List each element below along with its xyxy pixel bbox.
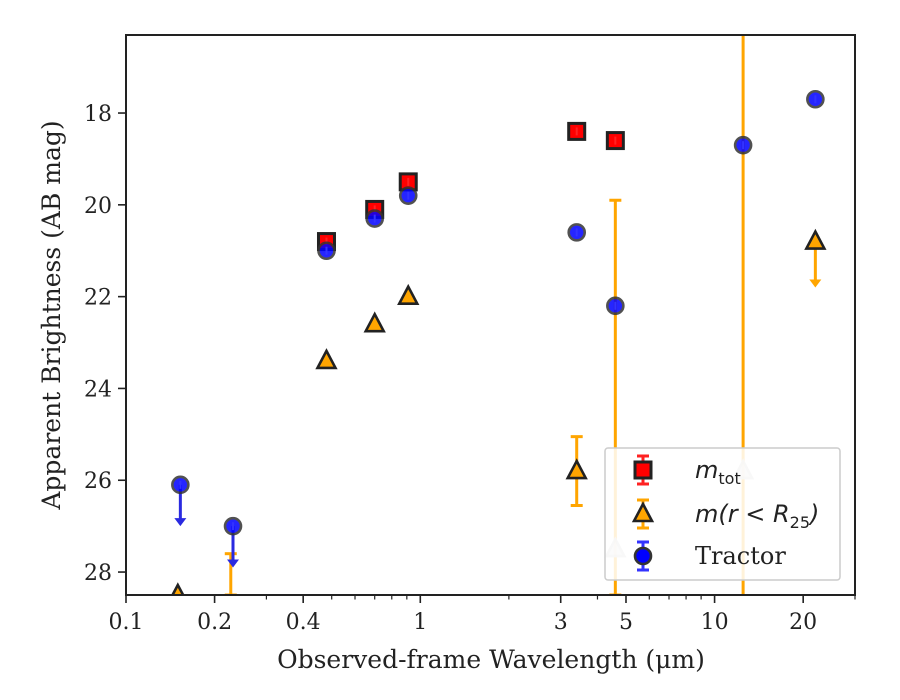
y-tick-label: 26	[84, 469, 112, 494]
legend-marker-0	[633, 460, 653, 480]
legend-label-main: m(r < R	[695, 500, 790, 528]
legend-label-2: Tractor	[695, 542, 786, 570]
y-tick-label: 22	[84, 286, 112, 311]
series-1-point	[171, 582, 185, 595]
x-tick-label: 10	[701, 610, 729, 635]
legend-label-main: m	[695, 456, 718, 484]
x-tick-label: 3	[554, 610, 568, 635]
x-tick-label: 0.1	[109, 610, 144, 635]
series-1-point	[397, 283, 420, 305]
y-tick-label: 24	[84, 377, 112, 402]
series-1-point	[315, 348, 338, 370]
x-axis-label: Observed-frame Wavelength (μm)	[277, 645, 705, 674]
y-axis-label: Apparent Brightness (AB mag)	[37, 120, 66, 510]
x-tick-label: 0.4	[286, 610, 321, 635]
legend-label-0: mtot	[695, 456, 741, 488]
legend-label-subscript: tot	[718, 469, 740, 488]
x-tick-label: 1	[413, 610, 427, 635]
series-1-point	[804, 228, 827, 250]
y-tick-label: 28	[84, 561, 112, 586]
legend-marker-2	[633, 546, 653, 566]
plot-frame	[125, 34, 856, 596]
y-tick-label: 18	[84, 102, 112, 127]
legend: mtot m(r < R25) Tractor	[604, 447, 841, 581]
legend-box	[604, 447, 841, 581]
series-2-point-upper-limit-head	[227, 559, 240, 568]
legend-marker-1	[631, 501, 655, 523]
x-tick-label: 5	[619, 610, 633, 635]
series-2-point-upper-limit-head	[174, 518, 187, 527]
series-1-point-upper-limit-head	[809, 279, 822, 288]
legend-label-1: m(r < R25)	[695, 500, 819, 532]
legend-label-subscript: 25	[790, 513, 810, 532]
axes: 0.1 0.2 0.4 1 3 5 10 20 18 20 22 24 26 28	[84, 34, 856, 635]
x-tick-label: 20	[789, 610, 817, 635]
series-1-point	[565, 458, 588, 480]
legend-label-tail: )	[808, 500, 819, 528]
y-tick-label: 20	[84, 194, 112, 219]
legend-marker-2-body	[633, 546, 653, 566]
x-tick-label: 0.2	[197, 610, 232, 635]
series-1-point	[363, 311, 386, 333]
